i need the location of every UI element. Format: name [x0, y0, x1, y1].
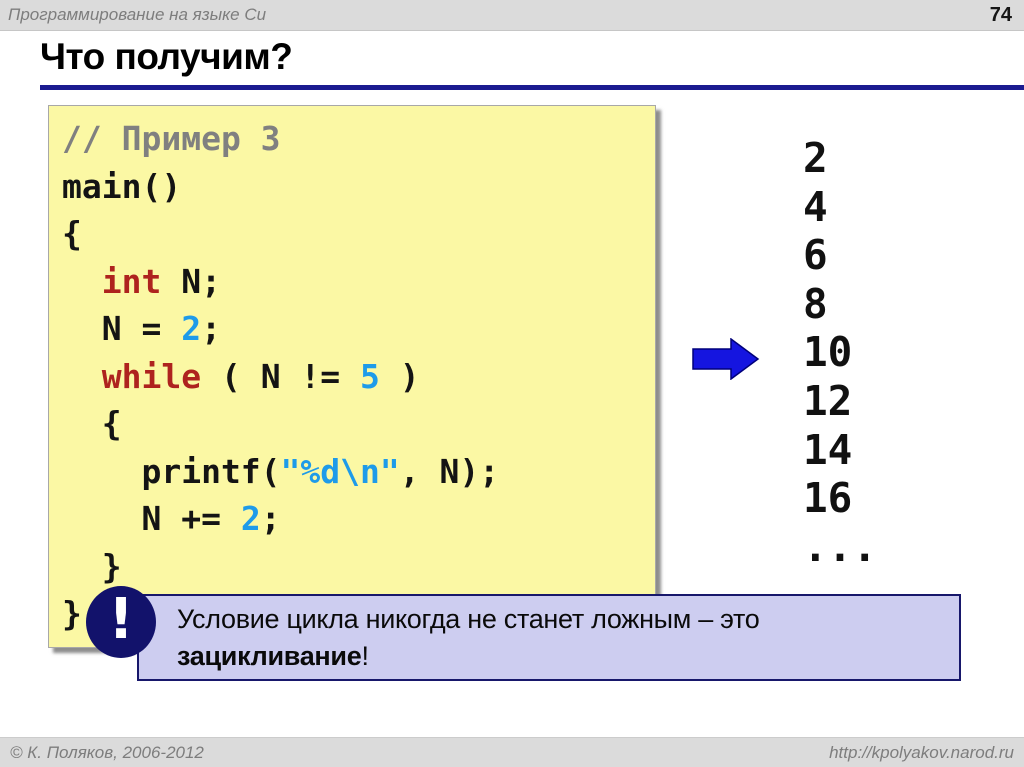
- output-column: 2 4 6 8 10 12 14 16...: [803, 134, 877, 571]
- output-value: 14: [803, 425, 853, 474]
- code-token: [62, 357, 102, 396]
- output-value: 12: [803, 376, 853, 425]
- warning-text-line1: Условие цикла никогда не станет ложным –…: [177, 604, 760, 634]
- course-title: Программирование на языке Си: [8, 5, 267, 24]
- code-token: {: [62, 214, 82, 253]
- code-token: N =: [62, 309, 182, 348]
- code-token: ;: [260, 499, 281, 538]
- output-value: 4: [803, 182, 828, 231]
- code-token: ): [379, 356, 420, 396]
- code-token: N +=: [62, 499, 241, 538]
- code-token: }: [62, 546, 122, 586]
- code-line: {: [62, 400, 655, 448]
- warning-suffix: !: [361, 641, 369, 671]
- code-line: int N;: [62, 258, 655, 306]
- page-title: Что получим?: [40, 36, 293, 77]
- code-token: }: [62, 594, 82, 633]
- warning-text: Условие цикла никогда не станет ложным –…: [139, 596, 959, 675]
- code-token: , N);: [399, 451, 500, 491]
- code-token: while: [101, 356, 202, 396]
- code-line: }: [62, 590, 655, 638]
- code-line: {: [62, 210, 655, 258]
- code-line: while ( N != 5 ): [62, 353, 655, 401]
- site-url: http://kpolyakov.narod.ru: [829, 743, 1014, 762]
- code-line: printf("%d\n", N);: [62, 448, 655, 496]
- code-token: ;: [201, 309, 221, 348]
- code-line: N += 2;: [62, 495, 655, 543]
- output-value: 10: [803, 328, 853, 377]
- code-token: {: [62, 404, 122, 443]
- code-token: int: [101, 261, 162, 301]
- right-arrow-icon: [692, 338, 760, 380]
- code-token: ( N !=: [201, 356, 361, 396]
- code-token: "%d\n": [280, 451, 400, 491]
- output-value: ...: [803, 522, 878, 571]
- header-bar: Программирование на языке Си 74: [0, 0, 1024, 31]
- code-token: 2: [240, 499, 261, 538]
- exclamation-glyph: !: [108, 587, 134, 652]
- right-arrow-shape: [692, 338, 760, 380]
- code-token: 2: [181, 309, 202, 348]
- output-value: 6: [803, 231, 828, 280]
- exclamation-icon: !: [86, 586, 156, 658]
- title-underline: [40, 85, 1024, 90]
- code-token: [62, 262, 102, 301]
- code-line: main(): [62, 163, 655, 211]
- code-token: // Пример 3: [62, 119, 281, 158]
- footer-bar: © К. Поляков, 2006-2012 http://kpolyakov…: [0, 737, 1024, 767]
- code-line: N = 2;: [62, 305, 655, 353]
- output-value: 2: [803, 134, 828, 182]
- output-value: 8: [803, 279, 828, 328]
- code-token: N;: [161, 261, 221, 301]
- warning-callout: Условие цикла никогда не станет ложным –…: [137, 594, 961, 681]
- code-box: // Пример 3 main() { int N; N = 2; while (…: [48, 105, 656, 648]
- page-number: 74: [989, 3, 1012, 26]
- output-value: 16: [803, 474, 853, 523]
- code-line: // Пример 3: [62, 115, 655, 163]
- code-token: main(): [62, 166, 182, 206]
- code-token: 5: [360, 356, 380, 396]
- copyright-text: © К. Поляков, 2006-2012: [10, 743, 204, 762]
- code-block: // Пример 3 main() { int N; N = 2; while (…: [49, 106, 655, 638]
- code-token: printf(: [62, 451, 281, 491]
- warning-bold-word: зацикливание: [177, 641, 362, 671]
- code-line: }: [62, 543, 655, 591]
